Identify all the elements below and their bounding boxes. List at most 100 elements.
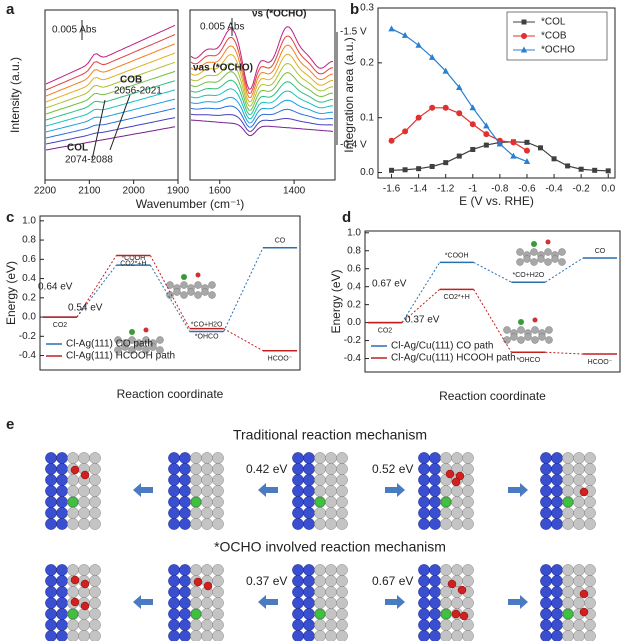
atom [336,619,348,631]
annotation: νs (*OCHO) [252,9,306,20]
atom [89,619,101,631]
atom [325,474,337,486]
atom [429,619,441,631]
atom [67,496,79,508]
legend-label: *COB [541,31,567,42]
spectrum [45,126,176,151]
x-tick-label: -1.4 [410,184,428,195]
atom [573,452,585,464]
atom [190,518,202,530]
marker [415,114,422,121]
atom [168,485,180,497]
state-label: *COOH [445,252,469,259]
atom [562,452,574,464]
atom [56,608,68,620]
atom [45,518,57,530]
inset-atom [201,288,209,296]
inset-atom [194,281,202,289]
marker [388,25,395,32]
connector [401,289,440,323]
atom [540,507,552,519]
plot-frame [44,9,179,181]
y-axis-label: Intensity (a.u.) [8,57,22,133]
atom [168,608,180,620]
atom [89,507,101,519]
spectrum [45,80,176,121]
atom [303,597,315,609]
marker [483,122,490,129]
y-axis-label: Energy (eV) [4,261,18,325]
atom [440,586,452,598]
atom [67,474,79,486]
marker [416,166,422,172]
arrow [133,595,153,609]
atom [56,619,68,631]
atom [179,496,191,508]
atom [56,518,68,530]
atom [314,608,326,620]
connector [545,257,584,283]
marker [521,33,527,39]
state-label: CO2 [378,327,393,334]
atom [451,619,463,631]
atom [45,608,57,620]
atom [429,463,441,475]
arrow [258,595,278,609]
atom [562,597,574,609]
y-tick-label: 0.0 [347,317,361,328]
atom [573,507,585,519]
atom [89,452,101,464]
inset-atom [531,241,537,247]
atom [573,564,585,576]
inset-atom [558,248,566,256]
atom [462,507,474,519]
atom [429,586,441,598]
atom [573,474,585,486]
atom [551,619,563,631]
atom [78,496,90,508]
inset-atom [531,326,539,334]
mechanism-title: *OCHO involved reaction mechanism [214,539,446,555]
atom [540,474,552,486]
barrier-label: 0.37 eV [246,574,287,588]
y-tick-label: 0.2 [22,292,36,303]
state-label: HCOO⁻ [588,359,613,366]
atom [418,608,430,620]
atom [418,485,430,497]
y-tick-label: 0.6 [347,263,361,274]
y-tick-label: 0.3 [360,3,374,14]
marker [443,160,449,166]
inset-atom [551,255,559,263]
atom [190,474,202,486]
atom [440,630,452,641]
atom [540,586,552,598]
marker [578,166,584,172]
state-label: CO [275,238,286,245]
atom [551,485,563,497]
y-tick-label: -0.2 [344,335,362,346]
atom [325,575,337,587]
connector [149,264,191,332]
atom [418,586,430,598]
atom [562,608,574,620]
atom [573,597,585,609]
atom [179,619,191,631]
state-label: *OHCO [516,357,540,364]
atom [540,518,552,530]
spectrum [190,119,334,137]
atom [429,496,441,508]
atom [201,630,213,641]
atom [429,597,441,609]
atom [418,564,430,576]
x-axis-label: Wavenumber (cm⁻¹) [136,197,245,211]
atom [56,507,68,519]
marker [538,145,544,151]
atom [78,630,90,641]
atom [551,507,563,519]
atom [78,619,90,631]
atom [179,597,191,609]
inset-atom [181,274,187,280]
atom [540,597,552,609]
atom [303,630,315,641]
atom [540,485,552,497]
